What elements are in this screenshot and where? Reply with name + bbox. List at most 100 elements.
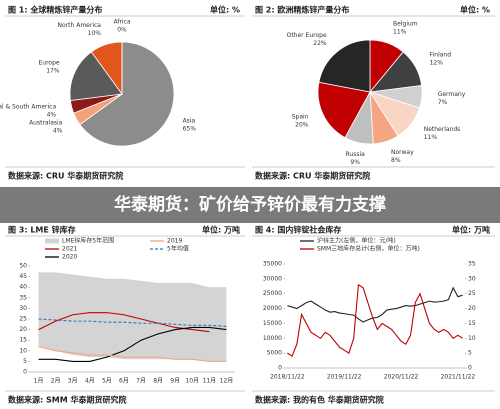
- slice-label: Europe: [38, 59, 59, 66]
- unit-label: 单位: 万吨: [202, 225, 240, 235]
- pie-slice: [69, 51, 123, 101]
- legend-swatch: [45, 238, 59, 244]
- chart-title: 图 4: 国内锌锭社会库存: [255, 225, 341, 235]
- line: [287, 283, 463, 357]
- legend-label: 2020: [62, 254, 77, 261]
- x-tick-label: 11月: [203, 378, 217, 385]
- pie-slice: [318, 39, 371, 93]
- chart-title: 图 1: 全球精炼锌产量分布: [8, 5, 102, 15]
- y2-tick-label: 15: [468, 320, 476, 327]
- slice-label: Finland: [430, 52, 452, 59]
- slice-value-label: 4%: [53, 127, 63, 134]
- x-tick-label: 12月: [220, 378, 234, 385]
- y2-tick-label: 30: [468, 275, 476, 282]
- line: [38, 346, 227, 362]
- slice-label: Netherlands: [424, 126, 461, 133]
- x-tick-label: 2月: [51, 378, 61, 385]
- slice-value-label: 20%: [295, 121, 309, 128]
- x-tick-label: 2019/11/22: [327, 374, 362, 381]
- slice-value-label: 11%: [393, 29, 407, 36]
- slice-label: Belgium: [393, 21, 418, 28]
- y-tick-label: 0: [23, 369, 27, 376]
- slice-value-label: 10%: [88, 30, 102, 37]
- source-label: 数据来源: CRU 华泰期货研究院: [255, 171, 370, 181]
- x-tick-label: 5月: [102, 378, 112, 385]
- slice-value-label: 9%: [350, 159, 360, 166]
- slice-value-label: 22%: [313, 40, 327, 47]
- chart-title: 图 3: LME 锌库存: [8, 225, 76, 235]
- x-tick-label: 6月: [119, 378, 129, 385]
- slice-label: Other Europe: [287, 32, 327, 39]
- y-tick-label: 30000: [263, 275, 282, 282]
- y-tick-label: 45: [19, 273, 27, 280]
- y2-tick-label: 35: [468, 261, 476, 268]
- slice-label: Africa: [113, 19, 130, 26]
- banner-title: 华泰期货：矿价给予锌价最有力支撑: [114, 194, 386, 215]
- y-tick-label: 50: [19, 263, 27, 270]
- y-tick-label: 35000: [263, 261, 282, 268]
- pie-slice: [317, 81, 371, 139]
- legend-label: 2021: [62, 246, 77, 253]
- slice-value-label: 65%: [183, 125, 197, 132]
- source-label: 数据来源: SMM 华泰期货研究院: [8, 395, 126, 405]
- y-tick-label: 25: [19, 316, 27, 323]
- source-label: 数据来源: CRU 华泰期货研究院: [8, 171, 123, 181]
- source-label: 数据来源: 我的有色 华泰期货研究院: [255, 395, 384, 405]
- line: [38, 312, 210, 333]
- line: [38, 326, 227, 362]
- legend-label: 5年均值: [167, 245, 189, 253]
- slice-value-label: 7%: [438, 99, 448, 106]
- y-tick-label: 5000: [267, 350, 282, 357]
- unit-label: 单位: %: [210, 5, 240, 15]
- y-tick-label: 20: [19, 326, 27, 333]
- y-tick-label: 15: [19, 337, 27, 344]
- x-tick-label: 10月: [185, 378, 199, 385]
- y2-tick-label: 10: [468, 335, 476, 342]
- slice-label: Asia: [183, 117, 196, 124]
- slice-value-label: 0%: [117, 27, 127, 34]
- slice-value-label: 12%: [430, 60, 444, 67]
- banner-band: [0, 187, 500, 223]
- slice-value-label: 17%: [46, 67, 60, 74]
- y-tick-label: 40: [19, 284, 27, 291]
- line: [287, 286, 463, 323]
- line: [38, 318, 227, 327]
- slice-label: Germany: [438, 91, 466, 98]
- legend-label: SMM三地库存总计(右侧，单位：万吨): [317, 245, 420, 253]
- legend-label: 沪锌主力(左侧，单位：元/吨): [317, 237, 396, 245]
- x-tick-label: 8月: [153, 378, 163, 385]
- x-tick-label: 2018/11/22: [270, 374, 305, 381]
- slice-label: Australasia: [29, 119, 63, 126]
- slice-value-label: 8%: [391, 157, 401, 164]
- y-tick-label: 30: [19, 305, 27, 312]
- y-tick-label: 25000: [263, 290, 282, 297]
- legend-label: LME锌库存5年范围: [62, 237, 114, 245]
- y-tick-label: 0: [278, 365, 282, 372]
- y-tick-label: 35: [19, 294, 27, 301]
- slice-label: Norway: [391, 149, 414, 156]
- x-tick-label: 9月: [170, 378, 180, 385]
- unit-label: 单位: %: [460, 5, 490, 15]
- slice-label: Central & South America: [0, 103, 56, 110]
- y-tick-label: 10: [19, 347, 27, 354]
- y-tick-label: 15000: [263, 320, 282, 327]
- y2-tick-label: 25: [468, 290, 476, 297]
- y-tick-label: 10000: [263, 335, 282, 342]
- chart-title: 图 2: 欧洲精炼锌产量分布: [255, 5, 349, 15]
- slice-label: Spain: [292, 113, 309, 120]
- x-tick-label: 2020/11/22: [384, 374, 419, 381]
- slice-label: Russia: [346, 151, 366, 158]
- y-tick-label: 5: [23, 358, 27, 365]
- x-tick-label: 4月: [85, 378, 95, 385]
- x-tick-label: 3月: [68, 378, 78, 385]
- unit-label: 单位: 万吨: [452, 225, 490, 235]
- legend-label: 2019: [167, 238, 182, 245]
- slice-label: North America: [58, 22, 102, 29]
- slice-value-label: 11%: [424, 134, 438, 141]
- y2-tick-label: 5: [468, 350, 472, 357]
- pie-slice: [79, 41, 175, 147]
- x-tick-label: 1月: [34, 378, 44, 385]
- y2-tick-label: 0: [468, 365, 472, 372]
- y2-tick-label: 20: [468, 305, 476, 312]
